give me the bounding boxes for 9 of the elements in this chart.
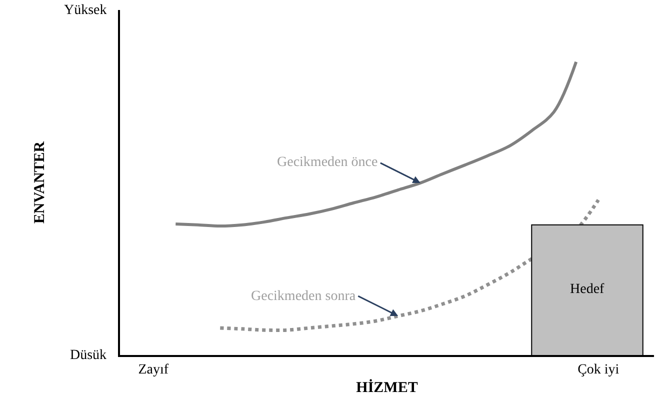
series-label: Gecikmeden sonra <box>251 289 356 304</box>
x-tick-label: Çok iyi <box>578 362 620 378</box>
series-label: Gecikmeden önce <box>277 155 378 170</box>
text: Düsük <box>70 348 107 363</box>
x-tick-label: Zayıf <box>138 362 169 378</box>
x-axis-title: HİZMET <box>356 379 418 396</box>
y-axis-title: ENVANTER <box>32 141 48 224</box>
series-label: Hedef <box>570 282 605 297</box>
text: Yüksek <box>64 3 107 18</box>
